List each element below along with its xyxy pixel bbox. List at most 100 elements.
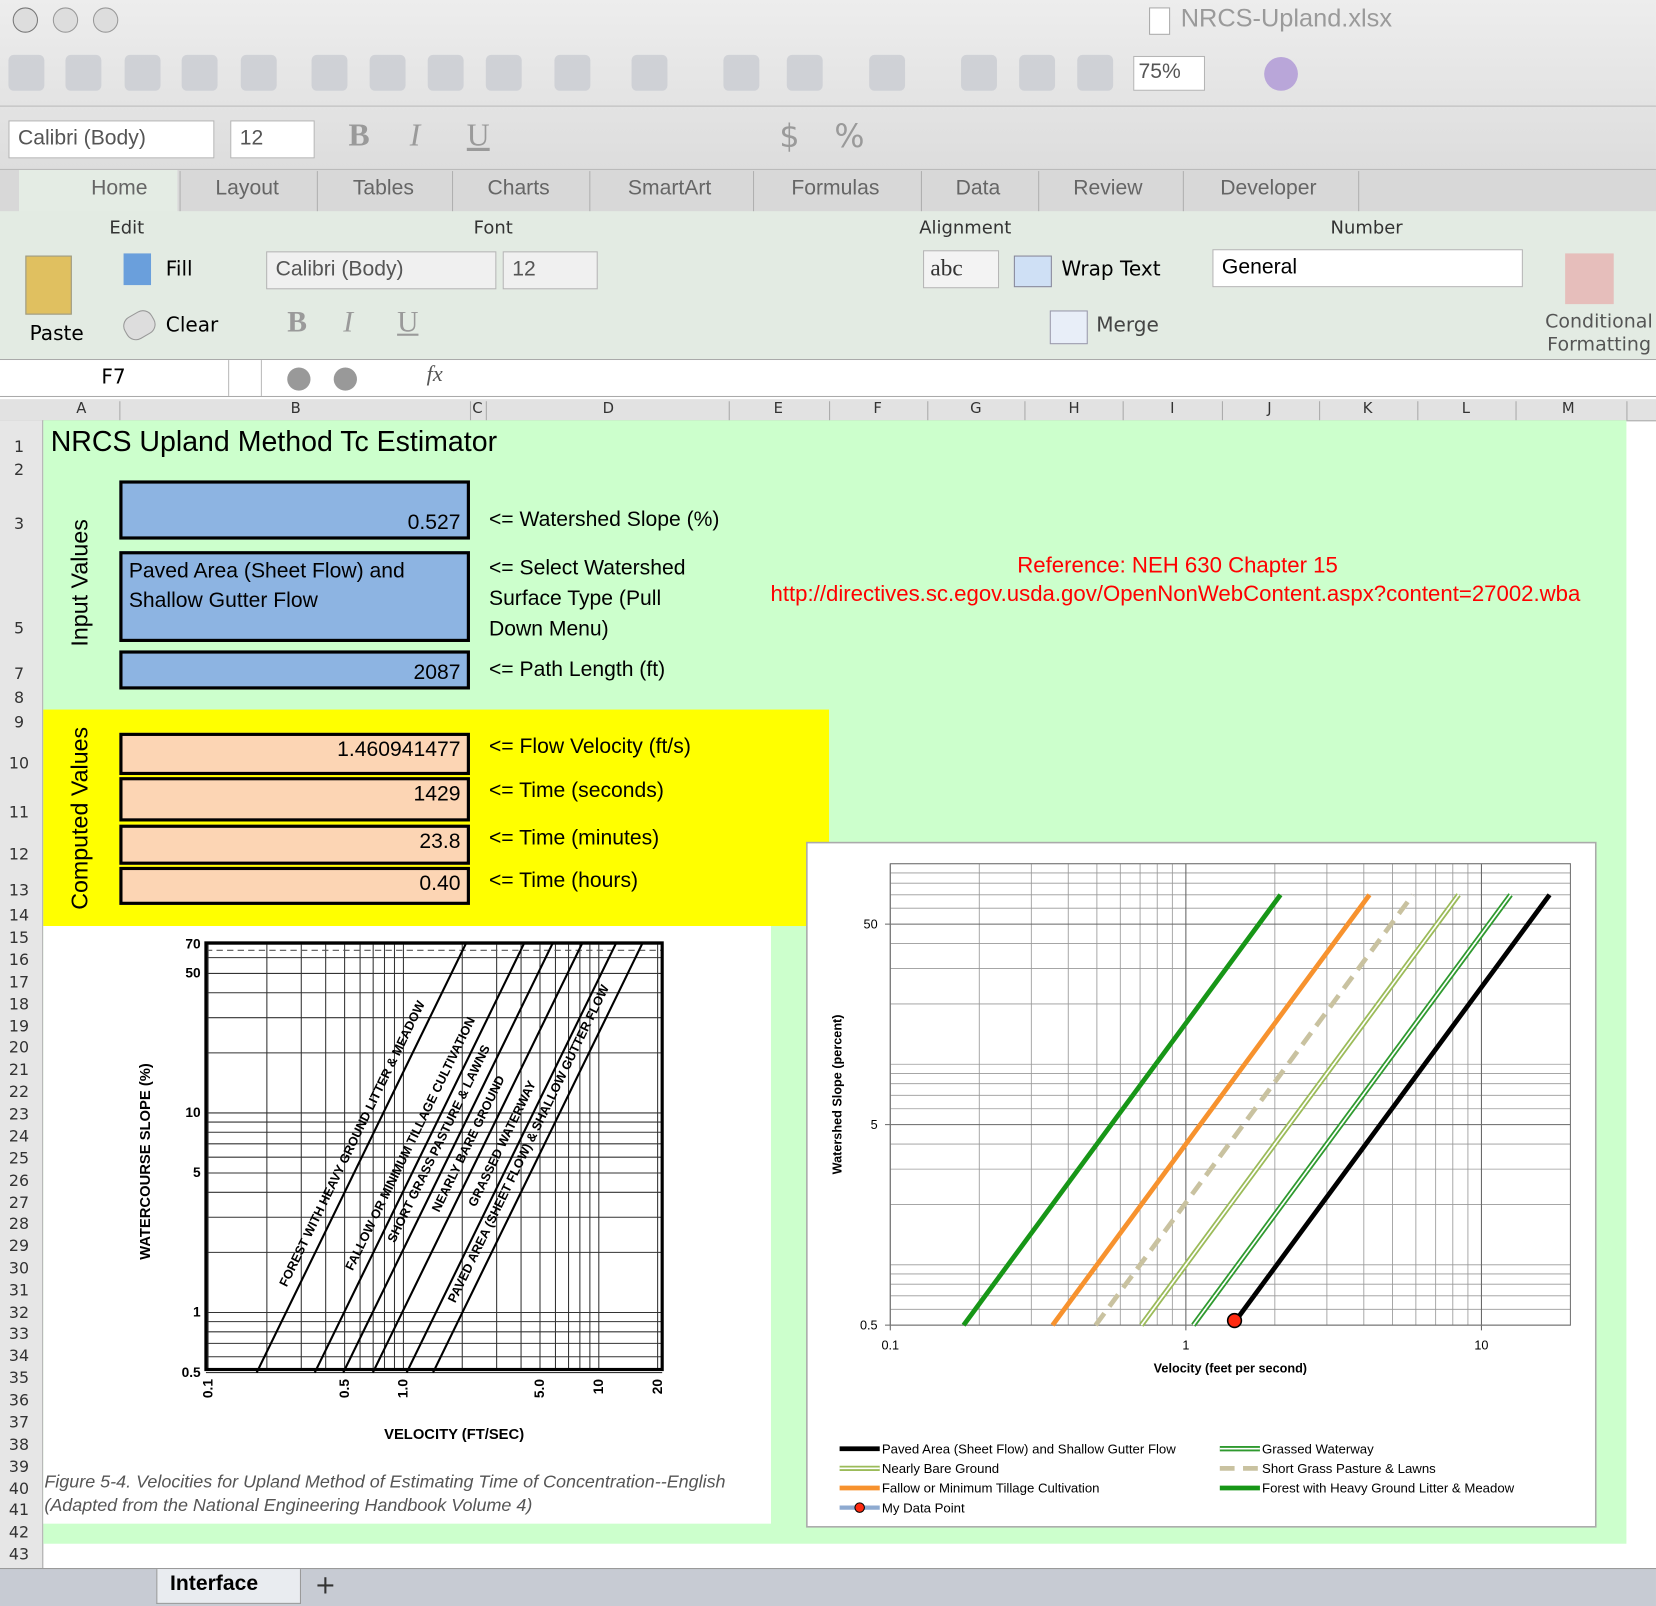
enter-icon[interactable] [333, 367, 357, 391]
tab[interactable]: Review [1073, 176, 1143, 200]
toolbar-icon[interactable] [124, 54, 161, 91]
column-separator [119, 401, 121, 421]
conditional-icon[interactable] [1565, 253, 1614, 305]
zoom-button[interactable] [92, 7, 119, 33]
row-header: 24 [8, 1126, 30, 1146]
wrap-icon[interactable] [1013, 255, 1052, 288]
tab-separator [179, 171, 181, 212]
column-header: I [1170, 400, 1175, 418]
toolbar-icon[interactable] [181, 54, 218, 91]
y-tick-label: 50 [864, 917, 878, 931]
font-box[interactable]: Calibri (Body) [8, 120, 215, 159]
wrap-text[interactable]: Wrap Text [1061, 257, 1161, 281]
sheet-tab-label[interactable]: Interface [170, 1572, 259, 1596]
row-header: 3 [13, 514, 25, 534]
tab-separator [1358, 171, 1360, 212]
toolbar-icon[interactable] [631, 54, 668, 91]
tab[interactable]: Home [91, 176, 148, 200]
row-header: 14 [8, 905, 30, 925]
fx-icon[interactable]: fx [426, 361, 443, 387]
name-box[interactable]: F7 [101, 365, 126, 389]
x-tick-label: 10 [1474, 1338, 1488, 1352]
column-header: G [970, 400, 982, 418]
toolbar-icon[interactable] [427, 54, 464, 91]
tab[interactable]: Charts [487, 176, 550, 200]
fill-icon[interactable] [123, 253, 152, 286]
merge[interactable]: Merge [1096, 313, 1159, 337]
conditional-label[interactable]: Conditional [1545, 310, 1653, 333]
active-tab [19, 169, 178, 213]
toolbar-icon[interactable] [311, 54, 348, 91]
column-header: C [472, 400, 483, 418]
zoom-box[interactable]: 75% [1133, 55, 1206, 91]
input-cell[interactable]: 2087 [119, 650, 470, 690]
column-separator [485, 401, 487, 421]
figure-caption: (Adapted from the National Engineering H… [44, 1495, 532, 1515]
row-header: 23 [8, 1104, 30, 1124]
reference-url[interactable]: http://directives.sc.egov.usda.gov/OpenN… [770, 581, 1581, 607]
toolbar-icon[interactable] [869, 54, 906, 91]
toolbar-icon[interactable] [1019, 54, 1056, 91]
row-header: 29 [8, 1236, 30, 1256]
column-header: E [773, 400, 784, 418]
x-axis-label: Velocity (feet per second) [1154, 1362, 1307, 1376]
input-cell[interactable]: Paved Area (Sheet Flow) and Shallow Gutt… [119, 551, 470, 642]
ribbon-font-box[interactable]: Calibri (Body) [266, 251, 497, 290]
toolbar-icon[interactable] [786, 54, 823, 91]
tab[interactable]: Tables [352, 176, 414, 200]
conditional-label[interactable]: Formatting [1547, 333, 1652, 356]
legend-label: Forest with Heavy Ground Litter & Meadow [1262, 1481, 1515, 1496]
chart: 0.1 1 10 0.5 5 50 Velocity (feet per second) Wa… [806, 841, 1597, 1528]
fill-label[interactable]: Fill [165, 257, 193, 281]
toolbar-icon[interactable] [961, 54, 997, 91]
toolbar-icon[interactable] [65, 54, 102, 91]
figure-y-tick: 0.5 [182, 1365, 201, 1380]
toolbar-icon[interactable] [8, 54, 45, 91]
bold-button[interactable]: B [348, 118, 370, 154]
toolbar-icon[interactable] [485, 54, 522, 91]
x-tick-label: 0.1 [881, 1338, 899, 1352]
percent-button[interactable]: % [834, 118, 865, 156]
tab[interactable]: Layout [215, 176, 279, 200]
ribbon-size-box[interactable]: 12 [502, 251, 598, 290]
tab[interactable]: Formulas [791, 176, 880, 200]
ribbon-underline[interactable]: U [397, 306, 419, 339]
sheet-tab[interactable] [156, 1569, 301, 1604]
toolbar-icon[interactable] [1077, 54, 1114, 91]
ribbon-italic[interactable]: I [343, 306, 354, 339]
tab-bar [0, 168, 1656, 213]
tab[interactable]: SmartArt [627, 176, 712, 200]
size-box[interactable]: 12 [230, 120, 315, 159]
cancel-icon[interactable] [287, 367, 311, 391]
paste-icon[interactable] [25, 255, 72, 315]
ribbon-bold[interactable]: B [287, 306, 307, 339]
toolbar-icon[interactable] [369, 54, 406, 91]
row-header: 34 [8, 1346, 30, 1366]
toolbar-icon[interactable] [554, 54, 591, 91]
clear-label[interactable]: Clear [165, 313, 219, 337]
currency-button[interactable]: $ [779, 118, 800, 156]
minimize-button[interactable] [52, 7, 79, 33]
paste-label[interactable]: Paste [29, 322, 84, 346]
add-sheet[interactable]: + [314, 1570, 336, 1600]
toolbar-icon[interactable] [240, 54, 277, 91]
name-spinner[interactable] [228, 360, 262, 396]
input-cell[interactable]: 0.527 [119, 480, 470, 540]
row-header: 39 [8, 1457, 30, 1477]
tab[interactable]: Data [955, 176, 1001, 200]
help-icon[interactable] [1264, 57, 1298, 91]
number-format[interactable]: General [1212, 249, 1523, 288]
column-header-bar [0, 399, 1656, 422]
output-cell: 1.460941477 [119, 732, 470, 776]
merge-icon[interactable] [1049, 310, 1088, 345]
tab[interactable]: Developer [1220, 176, 1317, 200]
row-header: 26 [8, 1170, 30, 1190]
group-label: Alignment [919, 217, 1012, 239]
output-cell: 1429 [119, 777, 470, 822]
toolbar-icon[interactable] [723, 54, 760, 91]
text-box-button[interactable]: abc [923, 250, 1000, 289]
close-button[interactable] [12, 7, 39, 33]
underline-button[interactable]: U [466, 118, 490, 154]
tab-separator [752, 171, 755, 212]
italic-button[interactable]: I [409, 118, 421, 154]
